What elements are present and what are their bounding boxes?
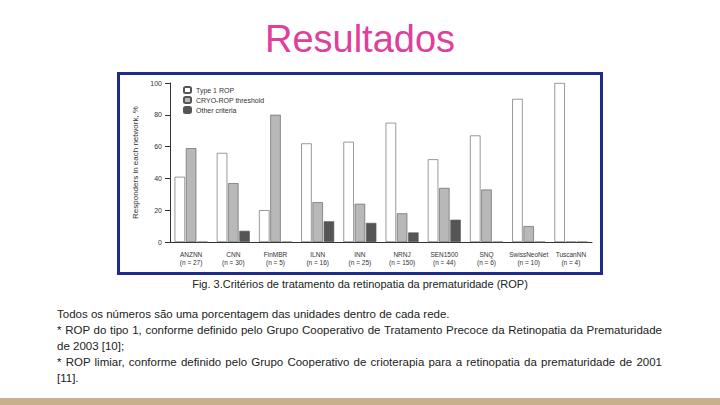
svg-text:CRYO-ROP threshold: CRYO-ROP threshold xyxy=(196,97,264,104)
svg-text:ILNN: ILNN xyxy=(310,251,325,258)
svg-text:NRNJ: NRNJ xyxy=(393,251,410,258)
svg-text:ANZNN: ANZNN xyxy=(180,251,203,258)
html-text:Fig. 3.Critérios de tratamento: Fig. 3.Critérios de tratamento da retino… xyxy=(192,278,528,290)
svg-text:(n = 5): (n = 5) xyxy=(266,259,285,267)
html-text:* ROP do tipo 1, conforme defi: * ROP do tipo 1, conforme definido pelo … xyxy=(57,324,662,352)
svg-text:Type 1 ROP: Type 1 ROP xyxy=(196,87,234,95)
svg-text:SEN1500: SEN1500 xyxy=(430,251,458,258)
svg-text:(n = 6): (n = 6) xyxy=(477,259,496,267)
svg-text:(n = 25): (n = 25) xyxy=(349,259,372,267)
svg-text:FinMBR: FinMBR xyxy=(264,251,288,258)
svg-text:80: 80 xyxy=(154,111,162,118)
svg-text:(n = 10): (n = 10) xyxy=(517,259,540,267)
svg-text:0: 0 xyxy=(158,239,162,246)
svg-text:SNQ: SNQ xyxy=(479,251,493,259)
svg-text:SwissNeoNet: SwissNeoNet xyxy=(509,251,548,258)
svg-text:40: 40 xyxy=(154,175,162,182)
html-text:Resultados: Resultados xyxy=(264,18,456,60)
svg-text:100: 100 xyxy=(150,80,162,87)
svg-text:20: 20 xyxy=(154,207,162,214)
svg-text:(n = 44): (n = 44) xyxy=(433,259,456,267)
svg-text:TuscanNN: TuscanNN xyxy=(556,251,587,258)
svg-text:(n = 16): (n = 16) xyxy=(306,259,329,267)
svg-text:(n = 30): (n = 30) xyxy=(222,259,245,267)
svg-text:(n = 4): (n = 4) xyxy=(561,259,580,267)
svg-text:INN: INN xyxy=(354,251,366,258)
svg-text:Responders in each network, %: Responders in each network, % xyxy=(131,106,140,219)
svg-text:CNN: CNN xyxy=(226,251,240,258)
svg-text:(n = 150): (n = 150) xyxy=(389,259,415,267)
svg-text:60: 60 xyxy=(154,143,162,150)
svg-text:(n = 27): (n = 27) xyxy=(180,259,203,267)
svg-text:Other criteria: Other criteria xyxy=(196,107,237,114)
html-text:* ROP limiar, conforme definid: * ROP limiar, conforme definido pelo Gru… xyxy=(57,356,662,384)
html-text:Todos os números são uma porce: Todos os números são uma porcentagem das… xyxy=(57,308,450,320)
